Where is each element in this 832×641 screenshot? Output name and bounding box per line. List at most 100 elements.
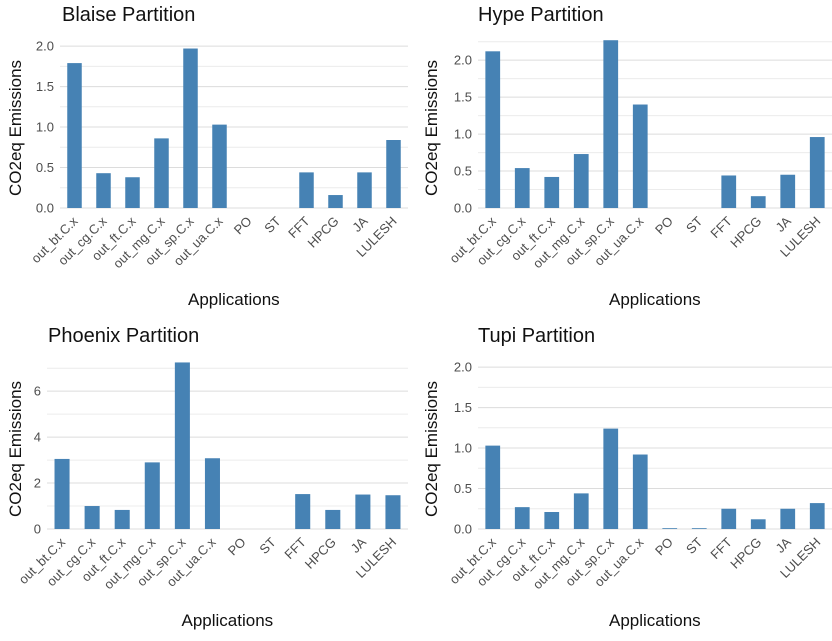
x-axis-label: Applications: [609, 611, 701, 630]
x-tick-label: JA: [349, 213, 371, 235]
bar: [514, 507, 530, 529]
y-tick-label: 2.0: [36, 39, 54, 54]
chart-title: Phoenix Partition: [48, 325, 200, 347]
x-tick-label: ST: [256, 534, 278, 556]
bar: [750, 519, 766, 529]
y-tick-label: 4: [34, 430, 41, 445]
bar: [573, 154, 589, 208]
bar: [385, 495, 401, 529]
y-tick-label: 1.0: [454, 127, 472, 142]
bar: [144, 462, 160, 529]
bar: [212, 124, 227, 208]
bar: [780, 508, 796, 529]
bar: [204, 458, 220, 529]
chart-hype-partition: 0.0 0.5 1.0 1.5 2.0 out_bt.C.x out_cg.C.x out_f…: [416, 0, 832, 320]
y-tick-label: 2: [34, 476, 41, 491]
chart-title: Blaise Partition: [62, 4, 196, 26]
chart-plot-area: 0246out_bt.C.xout_cg.C.xout_ft.C.xout_mg…: [16, 362, 408, 592]
y-tick-label: 2.0: [454, 53, 472, 68]
bar: [603, 428, 619, 529]
y-tick-label: 1.5: [454, 90, 472, 105]
bar: [603, 40, 619, 208]
x-tick-label: PO: [652, 214, 676, 238]
bar: [96, 173, 111, 208]
bar: [809, 137, 825, 208]
y-tick-label: 0.5: [454, 164, 472, 179]
bar: [662, 528, 678, 529]
bar: [691, 528, 707, 529]
y-tick-label: 0.5: [454, 481, 472, 496]
x-axis-label: Applications: [181, 611, 274, 630]
bar: [485, 445, 501, 529]
x-tick-label: HPCG: [727, 214, 764, 251]
y-axis-label: CO2eq Emissions: [422, 380, 441, 517]
bar: [54, 458, 70, 529]
y-axis-label: CO2eq Emissions: [6, 380, 25, 517]
y-tick-label: 0.0: [454, 522, 472, 537]
chart-plot-area: 0.00.51.01.52.0out_bt.C.xout_cg.C.xout_f…: [446, 40, 832, 271]
y-tick-label: 1.0: [454, 441, 472, 456]
bar: [514, 168, 530, 208]
y-axis-label: CO2eq Emissions: [422, 59, 441, 196]
bar: [386, 140, 401, 208]
chart-plot-area: 0.00.51.01.52.0out_bt.C.xout_cg.C.xout_f…: [28, 39, 408, 271]
chart-title: Tupi Partition: [478, 325, 596, 347]
y-tick-label: 2.0: [454, 360, 472, 375]
bar: [809, 503, 825, 529]
bar: [721, 508, 737, 529]
y-tick-label: 0.5: [36, 160, 54, 175]
x-tick-label: ST: [261, 213, 283, 235]
bar: [154, 138, 169, 208]
bar: [750, 196, 766, 208]
bar: [573, 493, 589, 529]
x-tick-label: ST: [683, 213, 705, 235]
bar: [67, 63, 82, 208]
bar: [114, 509, 130, 529]
y-axis-label: CO2eq Emissions: [6, 59, 25, 196]
chart-tupi-partition: 0.0 0.5 1.0 1.5 2.0 out_bt.C.x out_cg.C.x out_f…: [416, 321, 832, 641]
bar: [125, 177, 140, 208]
y-tick-label: 0.0: [36, 201, 54, 216]
y-tick-label: 1.5: [36, 79, 54, 94]
x-axis-label: Applications: [188, 290, 280, 309]
bar: [174, 362, 190, 529]
x-tick-label: JA: [348, 534, 370, 556]
x-axis-label: Applications: [609, 290, 701, 309]
bar: [544, 512, 560, 529]
y-tick-label: 0.0: [454, 201, 472, 216]
bar: [357, 172, 372, 208]
gridlines: [47, 367, 408, 530]
chart-title: Hype Partition: [478, 4, 604, 26]
x-tick-label: PO: [225, 535, 249, 559]
bar: [328, 195, 343, 208]
bar: [183, 48, 198, 209]
bar: [485, 51, 501, 208]
bar: [632, 104, 648, 208]
x-tick-label: JA: [773, 213, 795, 235]
bar: [295, 494, 311, 529]
x-tick-label: JA: [773, 534, 795, 556]
bar: [632, 454, 648, 529]
chart-blaise-partition: 0.0 0.5 1.0 1.5 2.0 out_bt.C.x out_cg.C.x out_f…: [0, 0, 416, 320]
chart-plot-area: 0.00.51.01.52.0out_bt.C.xout_cg.C.xout_f…: [446, 360, 832, 592]
bar: [544, 176, 560, 208]
x-tick-label: PO: [231, 214, 255, 238]
bar: [780, 174, 796, 208]
x-tick-label: HPCG: [727, 535, 764, 572]
y-tick-label: 1.0: [36, 120, 54, 135]
y-tick-label: 0: [34, 522, 41, 537]
bar: [84, 506, 100, 529]
gridlines: [478, 41, 832, 209]
gridlines: [478, 366, 832, 530]
bar: [355, 494, 371, 529]
bar: [299, 172, 314, 208]
chart-phoenix-partition: 0 2 4 6 out_bt.C.x out_cg.C.x out_ft.C.x out_mg…: [0, 321, 416, 641]
x-tick-label: HPCG: [302, 535, 339, 572]
y-tick-label: 1.5: [454, 400, 472, 415]
x-tick-label: HPCG: [304, 214, 341, 251]
bar: [325, 509, 341, 529]
y-tick-label: 6: [34, 384, 41, 399]
x-tick-label: ST: [683, 534, 705, 556]
bar: [721, 175, 737, 208]
gridlines: [60, 45, 408, 209]
